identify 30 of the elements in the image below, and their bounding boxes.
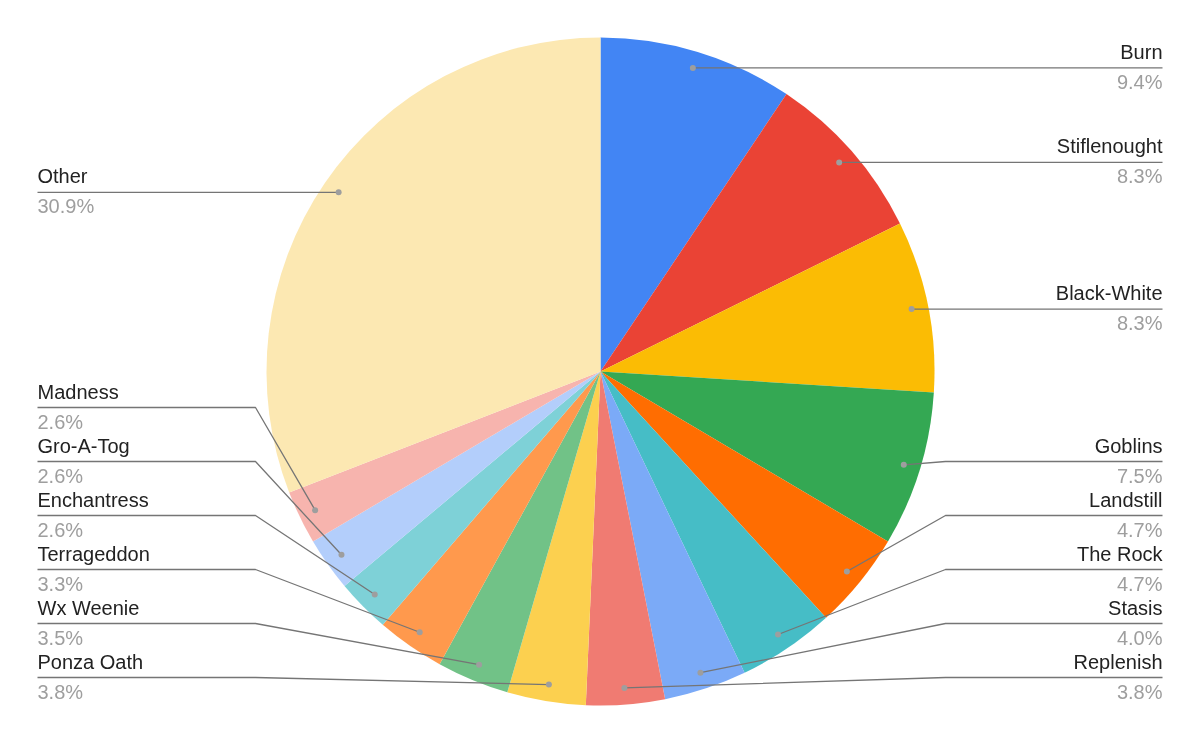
data-label: 2.6% (37, 410, 84, 433)
slice-label: The Rock (1076, 542, 1164, 565)
slice-label: Black-White (1055, 282, 1163, 305)
data-label: 3.8% (37, 680, 84, 703)
slice-label: Wx Weenie (37, 596, 140, 619)
slice-label: Madness (37, 380, 119, 403)
data-label: 9.4% (1116, 70, 1163, 93)
data-label: 8.3% (1116, 165, 1163, 188)
slice-label: Landstill (1089, 488, 1163, 511)
slice-label: Enchantress (37, 488, 149, 511)
data-label: 3.3% (37, 572, 84, 595)
data-label: 8.3% (1116, 312, 1163, 335)
slice-label: Other (37, 165, 88, 188)
slice-label: Ponza Oath (37, 650, 144, 673)
data-label: 7.5% (1116, 464, 1163, 487)
data-label: 4.7% (1116, 572, 1163, 595)
data-label: 30.9% (37, 195, 95, 218)
slice-label: Stasis (1108, 596, 1163, 619)
slice-label: Gro-A-Tog (37, 434, 130, 457)
slice-label: Replenish (1073, 650, 1163, 673)
data-label: 4.7% (1116, 518, 1163, 541)
slice-label: Goblins (1094, 434, 1163, 457)
data-label: 3.8% (1116, 680, 1163, 703)
slice-label: Stiflenought (1056, 135, 1163, 158)
slice-label: Burn (1120, 40, 1163, 63)
data-label: 4.0% (1116, 626, 1163, 649)
slice-label: Terrageddon (37, 542, 150, 565)
data-label: 3.5% (37, 626, 84, 649)
data-label: 2.6% (37, 518, 84, 541)
data-label: 2.6% (37, 464, 84, 487)
